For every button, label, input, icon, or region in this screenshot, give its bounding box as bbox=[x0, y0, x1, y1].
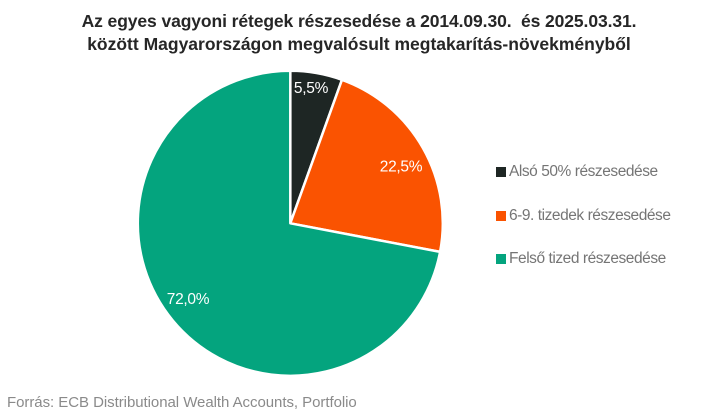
svg-text:72,0%: 72,0% bbox=[167, 291, 210, 308]
svg-text:22,5%: 22,5% bbox=[380, 159, 423, 176]
svg-text:5,5%: 5,5% bbox=[294, 80, 329, 97]
